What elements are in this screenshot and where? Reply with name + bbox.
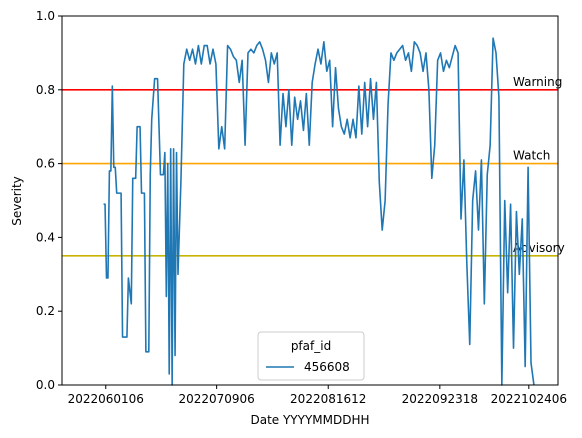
y-ticks: 0.0 0.2 0.4 0.6 0.8 1.0 (36, 9, 62, 392)
y-tick-label: 1.0 (36, 9, 55, 23)
legend-box (257, 331, 365, 381)
y-tick-label: 0.4 (36, 230, 55, 244)
legend-title: pfaf_id (291, 339, 331, 353)
y-axis-label: Severity (10, 176, 24, 226)
legend: pfaf_id 456608 (257, 331, 365, 381)
series-line (103, 37, 535, 386)
y-tick-label: 0.6 (36, 157, 55, 171)
x-tick-label: 2022102406 (491, 392, 567, 406)
legend-entry: 456608 (304, 360, 350, 374)
x-tick-label: 2022070906 (178, 392, 254, 406)
threshold-lines: Warning Watch Advisory (62, 75, 565, 257)
x-axis-label: Date YYYYMMDDHH (250, 413, 369, 427)
y-tick-label: 0.8 (36, 83, 55, 97)
x-tick-label: 2022092318 (402, 392, 478, 406)
y-tick-label: 0.2 (36, 304, 55, 318)
x-tick-label: 2022060106 (68, 392, 144, 406)
y-axis-label-group: Severity (10, 176, 24, 226)
x-tick-label: 2022081612 (290, 392, 366, 406)
x-ticks: 2022060106 2022070906 2022081612 2022092318… (68, 385, 567, 406)
y-tick-label: 0.0 (36, 378, 55, 392)
threshold-label: Warning (513, 75, 562, 89)
plot-frame (61, 15, 559, 386)
series-group (103, 37, 535, 386)
threshold-label: Watch (513, 149, 550, 163)
threshold-label: Advisory (513, 241, 565, 255)
